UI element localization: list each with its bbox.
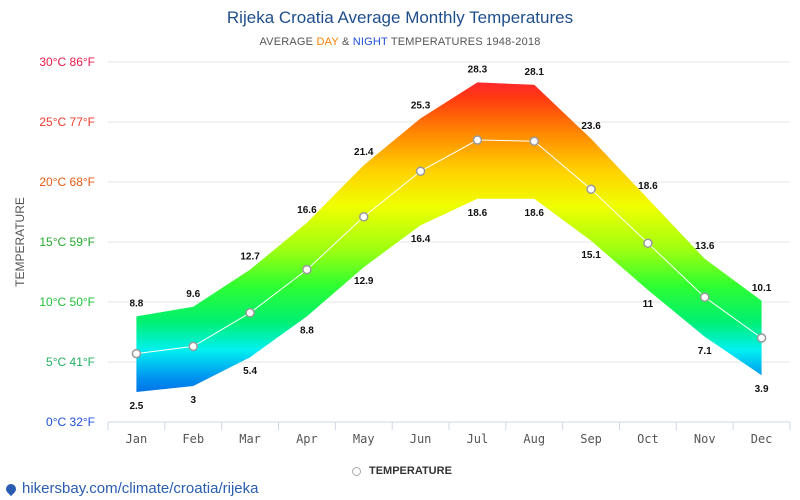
night-data-label: 16.4 bbox=[411, 234, 431, 245]
day-data-label: 12.7 bbox=[240, 252, 260, 263]
day-data-label: 23.6 bbox=[581, 121, 601, 132]
temperature-point bbox=[472, 135, 483, 145]
temperature-point bbox=[131, 348, 142, 359]
day-data-label: 25.3 bbox=[411, 100, 431, 111]
chart-title: Rijeka Croatia Average Monthly Temperatu… bbox=[226, 8, 574, 27]
footer-url: hikersbay.com/climate/croatia/rijeka bbox=[22, 480, 259, 497]
subtitle-suffix: TEMPERATURES 1948-2018 bbox=[387, 36, 541, 48]
day-data-label: 16.6 bbox=[297, 205, 317, 216]
legend[interactable]: TEMPERATURE bbox=[352, 465, 452, 477]
night-data-label: 11 bbox=[643, 299, 654, 310]
y-tick-label: 0°C 32°F bbox=[46, 415, 95, 429]
y-tick-label: 5°C 41°F bbox=[46, 355, 95, 369]
day-data-label: 28.1 bbox=[525, 67, 545, 78]
temperature-points bbox=[131, 135, 767, 359]
night-data-label: 15.1 bbox=[581, 250, 601, 261]
chart-subtitle: AVERAGE DAY & NIGHT TEMPERATURES 1948-20… bbox=[0, 36, 800, 48]
temperature-point bbox=[700, 292, 710, 302]
map-pin-icon bbox=[3, 481, 19, 496]
night-data-label: 12.9 bbox=[354, 276, 374, 287]
subtitle-night: NIGHT bbox=[352, 36, 388, 48]
temperature-point bbox=[359, 212, 369, 222]
temperature-point bbox=[302, 264, 312, 275]
temperature-point bbox=[415, 166, 426, 176]
x-tick-label: Feb bbox=[182, 432, 204, 446]
day-data-label: 10.1 bbox=[752, 283, 772, 294]
x-tick-label: Mar bbox=[239, 432, 261, 446]
subtitle-day: DAY bbox=[316, 36, 339, 48]
temperature-point bbox=[643, 238, 653, 248]
night-data-label: 3.9 bbox=[755, 384, 769, 395]
temperature-point bbox=[756, 333, 767, 343]
legend-marker-icon bbox=[352, 466, 361, 476]
night-data-label: 5.4 bbox=[243, 366, 257, 377]
y-axis: 30°C 86°F 25°C 77°F 20°C 68°F 15°C 59°F 10°C… bbox=[39, 55, 95, 429]
night-data-label: 7.1 bbox=[698, 346, 712, 357]
subtitle-prefix: AVERAGE bbox=[259, 36, 317, 48]
day-data-label: 8.8 bbox=[129, 298, 143, 309]
legend-label: TEMPERATURE bbox=[369, 465, 452, 477]
x-tick-label: Oct bbox=[637, 432, 659, 446]
temperature-line bbox=[136, 139, 762, 355]
temperature-chart: 30°C 86°F 25°C 77°F 20°C 68°F 15°C 59°F 10°C… bbox=[13, 55, 791, 446]
x-tick-label: Aug bbox=[523, 432, 545, 446]
day-data-label: 21.4 bbox=[354, 147, 374, 158]
y-axis-label: TEMPERATURE bbox=[13, 197, 27, 287]
temperature-point bbox=[529, 136, 539, 146]
x-tick-label: Nov bbox=[694, 432, 716, 446]
x-tick-label: Sep bbox=[580, 432, 602, 446]
y-tick-label: 10°C 50°F bbox=[39, 295, 95, 309]
temperature-point bbox=[586, 184, 596, 194]
x-tick-label: Jun bbox=[410, 432, 432, 446]
x-axis: Jan Feb Mar Apr May Jun Jul Aug Sep Oct Nov Dec bbox=[107, 422, 791, 446]
x-tick-label: Apr bbox=[296, 432, 318, 446]
night-data-label: 18.6 bbox=[525, 208, 545, 219]
day-data-label: 13.6 bbox=[695, 241, 715, 252]
day-data-label: 18.6 bbox=[638, 181, 658, 192]
y-tick-label: 25°C 77°F bbox=[39, 115, 95, 129]
x-tick-label: Jul bbox=[467, 432, 489, 446]
temperature-point bbox=[245, 308, 255, 318]
x-tick-label: Jan bbox=[126, 432, 148, 446]
data-labels: 8.8 9.6 12.7 16.6 21.4 25.3 28.3 28.1 23.6 18.6 13… bbox=[129, 64, 771, 412]
day-night-band bbox=[136, 82, 762, 393]
night-data-label: 3 bbox=[190, 395, 196, 406]
night-data-label: 2.5 bbox=[129, 401, 143, 412]
x-tick-label: Dec bbox=[751, 432, 773, 446]
subtitle-amp: & bbox=[338, 36, 353, 48]
day-data-label: 28.3 bbox=[468, 64, 488, 75]
y-tick-label: 20°C 68°F bbox=[39, 175, 95, 189]
day-data-label: 9.6 bbox=[186, 289, 200, 300]
x-tick-label: May bbox=[353, 432, 375, 446]
y-tick-label: 15°C 59°F bbox=[39, 235, 95, 249]
y-tick-label: 30°C 86°F bbox=[39, 55, 95, 69]
footer-link[interactable]: hikersbay.com/climate/croatia/rijeka bbox=[3, 480, 259, 497]
night-data-label: 8.8 bbox=[300, 325, 314, 336]
night-data-label: 18.6 bbox=[468, 208, 488, 219]
temperature-point bbox=[188, 341, 198, 352]
